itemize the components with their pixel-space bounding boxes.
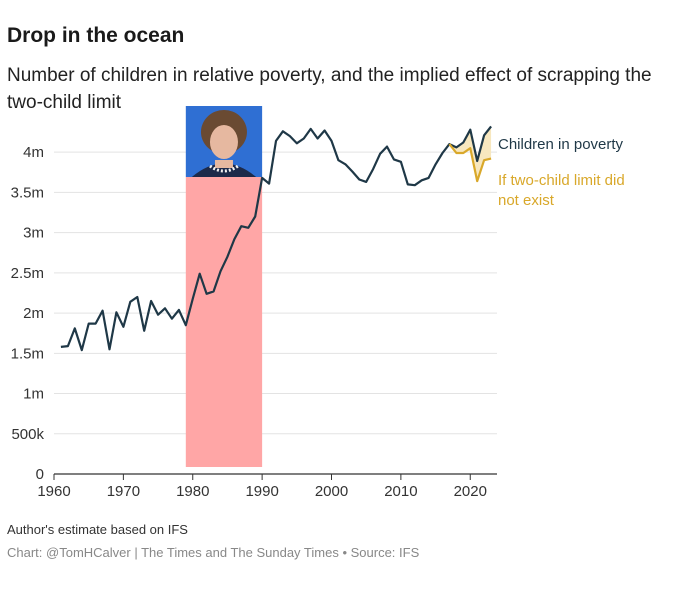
x-tick-label: 1980 [176, 483, 209, 500]
portrait-face [209, 125, 238, 159]
x-tick-label: 1960 [37, 483, 70, 500]
portrait-neck [214, 160, 233, 168]
portrait-shoulders [191, 163, 257, 177]
thatcher-era-highlight [185, 106, 263, 467]
series-lines [60, 125, 492, 352]
portrait-image [185, 106, 263, 177]
series-label-no-two-child-limit: If two-child limit did not exist [498, 172, 625, 209]
chart-subtitle: Number of children in relative poverty, … [7, 65, 652, 113]
series-labels: Children in poverty If two-child limit di… [498, 136, 625, 209]
y-tick-label: 3m [23, 225, 44, 242]
series-line-children-in-poverty [60, 125, 492, 352]
y-tick-label: 2m [23, 305, 44, 322]
y-tick-label: 1.5m [11, 345, 44, 362]
grid-lines [54, 151, 497, 435]
x-tick-label: 1970 [107, 483, 140, 500]
highlight-band [185, 177, 263, 467]
y-tick-label: 3.5m [11, 184, 44, 201]
x-tick-label: 2020 [454, 483, 487, 500]
x-tick-label: 1990 [245, 483, 278, 500]
y-tick-label: 4m [23, 144, 44, 161]
x-tick-label: 2000 [315, 483, 348, 500]
axes: 0 500k 1m 1.5m 2m 2.5m 3m 3.5m 4m 1960 1970 1980 199… [11, 144, 497, 500]
x-tick-label: 2010 [384, 483, 417, 500]
chart-credit: Chart: @TomHCalver | The Times and The S… [7, 545, 420, 560]
series-line-no-two-child-limit [448, 143, 492, 183]
chart-title: Drop in the ocean [7, 24, 185, 47]
chart-note: Author's estimate based on IFS [7, 522, 188, 537]
series-label-children-in-poverty: Children in poverty [498, 136, 624, 153]
y-tick-label: 2.5m [11, 265, 44, 282]
y-tick-label: 0 [36, 466, 44, 483]
y-tick-label: 1m [23, 386, 44, 403]
y-tick-label: 500k [11, 426, 44, 443]
